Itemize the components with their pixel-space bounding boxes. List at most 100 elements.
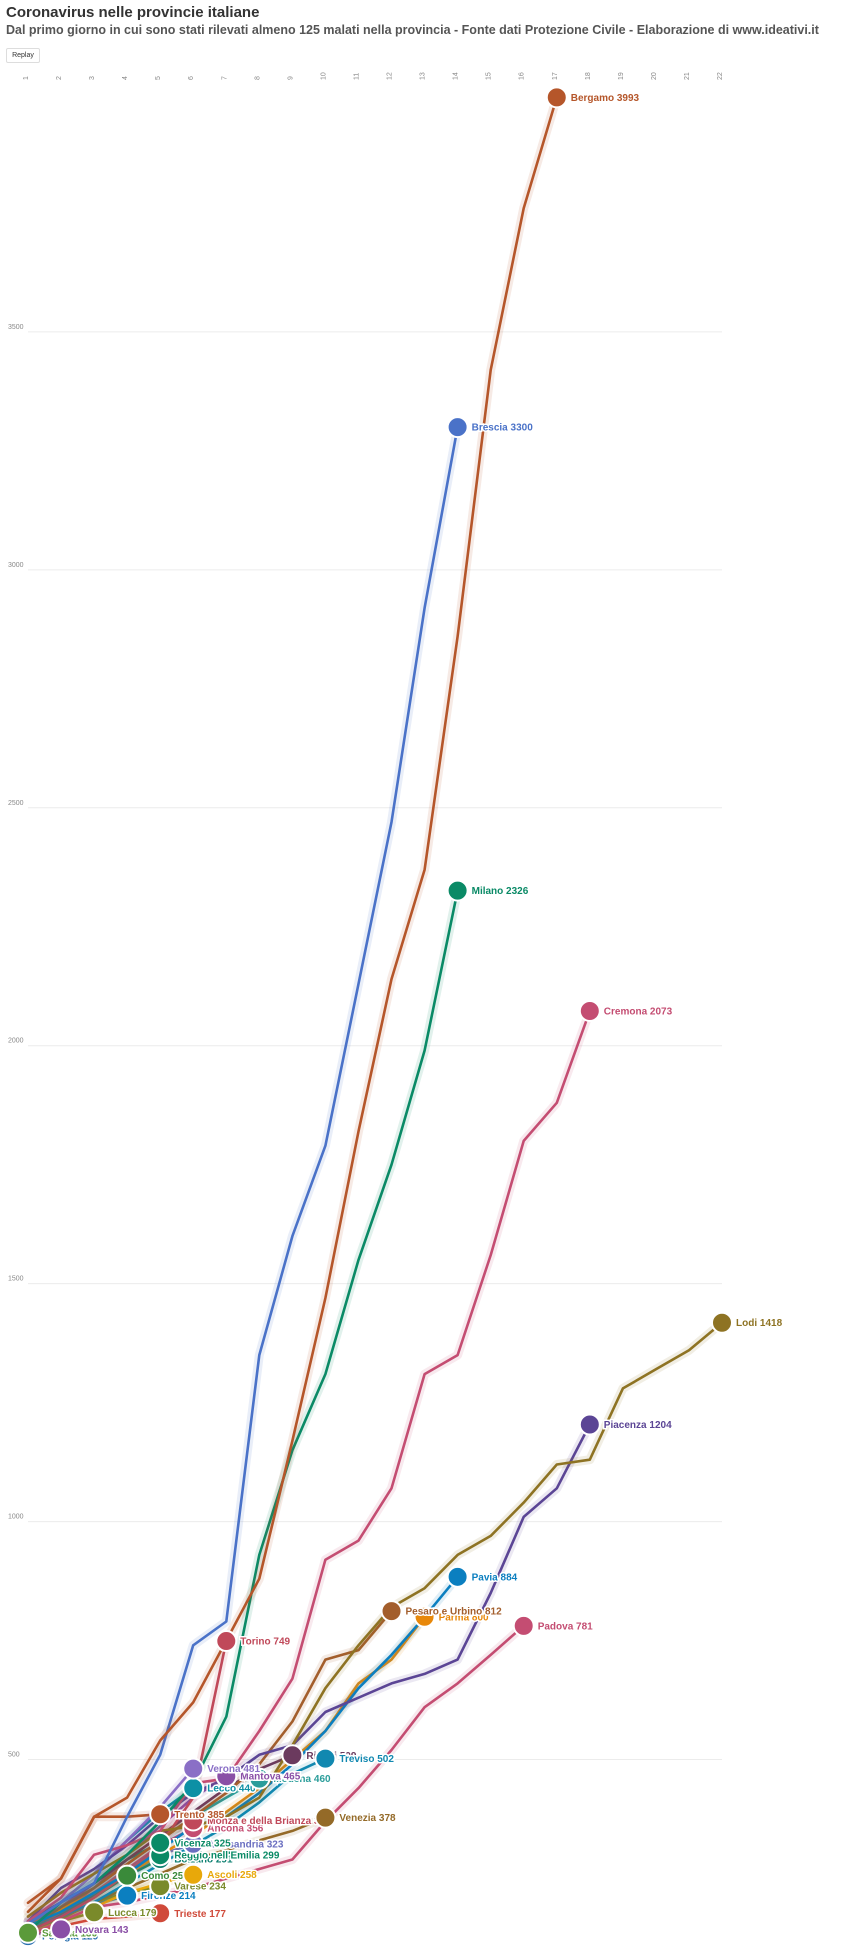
y-tick-label: 3000 [8,562,24,569]
series-end-label: Ancona 356 [207,1824,264,1835]
series-end-marker[interactable] [182,1777,205,1800]
x-tick-label: 20 [651,72,658,80]
series-end-label: Como 256 [141,1871,189,1882]
y-tick-label: 3500 [8,324,24,331]
y-tick-label: 2500 [8,800,24,807]
series-end-marker[interactable] [182,1809,205,1832]
chart-header: Coronavirus nelle provincie italiane Dal… [6,4,856,38]
series-end-marker[interactable] [83,1901,106,1924]
series-end-marker[interactable] [149,1902,172,1925]
x-tick-label: 13 [420,72,427,80]
series-end-label: Reggio nell'Emilia 299 [174,1851,280,1862]
x-axis: 1 2 3 4 5 6 7 8 9 10 11 12 13 14 15 16 17 18 19 20 21 22 [23,72,724,80]
series-end-marker[interactable] [578,1000,601,1023]
series-end-marker[interactable] [215,1630,238,1653]
x-tick-label: 6 [188,76,195,80]
series-line-lodi [26,1321,724,1918]
series-end-marker[interactable] [578,1413,601,1436]
series-end-marker[interactable] [446,416,469,439]
series-end-label: Mantova 465 [240,1772,300,1783]
y-tick-label: 500 [8,1752,20,1759]
series-halo [23,1318,727,1922]
series-end-label: Novara 143 [75,1925,129,1936]
series-line-piacenza [26,1423,592,1923]
y-tick-label: 2000 [8,1038,24,1045]
series-end-marker[interactable] [116,1884,139,1907]
series-end-label: Treviso 502 [339,1754,394,1765]
series-line-milano [26,889,459,1933]
y-tick-label: 1500 [8,1276,24,1283]
series-line-treviso [26,1757,327,1930]
x-tick-label: 7 [221,76,228,80]
series-end-marker[interactable] [17,1921,39,1944]
series-end-label: Monza e della Brianza 372 [207,1816,331,1827]
series-end-marker[interactable] [182,1863,205,1886]
series-end-marker[interactable] [545,86,568,109]
series-end-marker[interactable] [248,1767,271,1790]
x-tick-label: 9 [287,76,294,80]
series-end-label: Lodi 1418 [736,1318,783,1329]
series-end-marker[interactable] [314,1747,337,1770]
series-end-label: Bolzano 291 [174,1855,233,1866]
series-end-marker[interactable] [512,1614,535,1637]
series-end-marker[interactable] [413,1605,436,1628]
series-end-label: Pesaro e Urbino 812 [406,1607,503,1618]
x-tick-label: 2 [56,76,63,80]
series-end-label: Alessandria 323 [207,1839,284,1850]
series-end-marker[interactable] [281,1744,304,1767]
series-end-label: Parma 800 [439,1612,489,1623]
y-tick-label: 1000 [8,1514,24,1521]
series-end-label: Vicenza 325 [174,1838,231,1849]
x-tick-label: 19 [618,72,625,80]
series-line-bergamo [26,96,559,1905]
series-line-padova [26,1624,526,1937]
series-end-label: Trieste 177 [174,1909,226,1920]
x-tick-label: 15 [486,72,493,80]
x-tick-label: 17 [552,72,559,80]
x-tick-label: 10 [320,72,327,80]
replay-button[interactable]: Replay [6,48,40,63]
series-end-marker[interactable] [215,1765,238,1788]
x-tick-label: 11 [353,73,360,80]
x-tick-label: 4 [122,76,129,80]
series-end-marker[interactable] [380,1600,403,1623]
series-end-label: Verona 481 [207,1764,260,1775]
series-end-label: Brescia 3300 [472,423,534,434]
series-end-marker[interactable] [314,1806,337,1829]
series-line-cremona [26,1009,592,1923]
series-halo [23,422,463,1929]
series-end-marker[interactable] [446,1565,469,1588]
series-end-marker[interactable] [149,1803,172,1826]
x-tick-label: 18 [585,72,592,80]
series-end-label: Torino 749 [240,1637,290,1648]
x-tick-label: 12 [387,72,394,80]
series-end-marker[interactable] [711,1311,733,1334]
series-end-label: Pavia 884 [472,1572,518,1583]
series-line-brescia [26,425,459,1925]
series-end-marker[interactable] [446,879,469,902]
series-end-marker[interactable] [149,1831,172,1854]
series-end-label: Varese 234 [174,1882,226,1893]
series-end-label: Lecco 440 [207,1784,256,1795]
x-tick-label: 14 [453,72,460,80]
chart-subtitle: Dal primo giorno in cui sono stati rilev… [6,23,819,37]
x-tick-label: 16 [519,72,526,80]
x-tick-label: 5 [155,76,162,80]
series-end-marker[interactable] [149,1875,172,1898]
series-end-label: Padova 781 [538,1621,593,1632]
x-tick-label: 8 [254,76,261,80]
series-end-marker[interactable] [182,1757,205,1780]
x-tick-label: 3 [89,76,96,80]
x-tick-label: 21 [684,72,691,80]
series-lines [23,92,727,1941]
series-line-pavia [26,1575,459,1928]
series-end-marker[interactable] [116,1864,139,1887]
series-end-label: Venezia 378 [339,1813,396,1824]
series-end-marker[interactable] [50,1918,73,1941]
series-end-label: Cremona 2073 [604,1007,673,1018]
series-end-label: Ascoli 258 [207,1870,257,1881]
series-end-label: Lucca 179 [108,1908,157,1919]
y-gridlines: 500 1000 1500 2000 2500 3000 3500 [8,324,722,1761]
